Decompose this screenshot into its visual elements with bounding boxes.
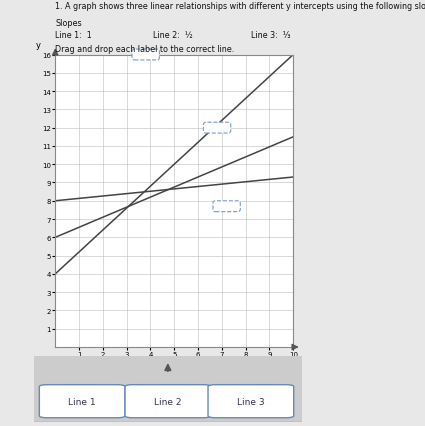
Text: 1. A graph shows three linear relationships with different y intercepts using th: 1. A graph shows three linear relationsh… [55,2,425,11]
Text: Line 3: Line 3 [237,397,265,406]
Text: Slopes: Slopes [55,19,82,28]
FancyBboxPatch shape [31,355,304,423]
Text: Line 2: Line 2 [154,397,181,406]
Text: O: O [40,355,46,365]
Text: Line 2:  ½: Line 2: ½ [153,31,193,40]
Text: Line 3:  ⅓: Line 3: ⅓ [251,31,290,40]
Text: Drag and drop each label to the correct line.: Drag and drop each label to the correct … [55,45,235,54]
FancyBboxPatch shape [208,385,294,418]
Text: Line 1: Line 1 [68,397,96,406]
FancyBboxPatch shape [125,385,211,418]
Y-axis label: y: y [36,40,41,49]
Text: Line 1:  1: Line 1: 1 [55,31,92,40]
X-axis label: x: x [172,359,177,368]
FancyBboxPatch shape [40,385,125,418]
